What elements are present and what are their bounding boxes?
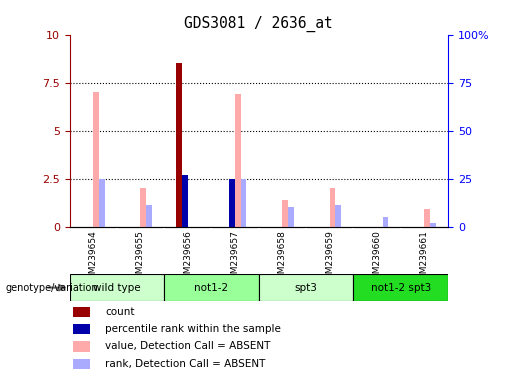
Bar [73, 307, 90, 317]
Text: value, Detection Call = ABSENT: value, Detection Call = ABSENT [106, 341, 271, 351]
Bar [230, 179, 235, 227]
Bar [182, 175, 188, 227]
Bar [99, 179, 105, 227]
Text: GSM239656: GSM239656 [183, 230, 192, 285]
Text: not1-2: not1-2 [194, 283, 229, 293]
Bar [146, 205, 152, 227]
Bar [73, 341, 90, 352]
Bar [288, 207, 294, 227]
Bar [73, 324, 90, 334]
Text: GSM239660: GSM239660 [372, 230, 382, 285]
Text: GSM239661: GSM239661 [420, 230, 429, 285]
Bar [141, 188, 146, 227]
Text: GSM239658: GSM239658 [278, 230, 287, 285]
Text: not1-2 spt3: not1-2 spt3 [371, 283, 431, 293]
Bar [241, 179, 247, 227]
Text: wild type: wild type [93, 283, 141, 293]
Text: count: count [106, 306, 135, 316]
Text: GSM239655: GSM239655 [136, 230, 145, 285]
Text: GSM239657: GSM239657 [231, 230, 239, 285]
Bar [424, 209, 430, 227]
Text: genotype/variation: genotype/variation [5, 283, 98, 293]
Bar [353, 274, 448, 301]
Bar [70, 274, 164, 301]
Bar [93, 92, 99, 227]
Bar [259, 274, 353, 301]
Text: GSM239654: GSM239654 [89, 230, 98, 285]
Bar [383, 217, 388, 227]
Text: percentile rank within the sample: percentile rank within the sample [106, 324, 281, 334]
Bar [235, 94, 241, 227]
Bar [330, 188, 335, 227]
Bar [73, 359, 90, 369]
Bar [164, 274, 259, 301]
Text: spt3: spt3 [295, 283, 318, 293]
Bar [335, 205, 341, 227]
Bar [430, 223, 436, 227]
Bar [282, 200, 288, 227]
Text: rank, Detection Call = ABSENT: rank, Detection Call = ABSENT [106, 359, 266, 369]
Title: GDS3081 / 2636_at: GDS3081 / 2636_at [184, 16, 333, 32]
Text: GSM239659: GSM239659 [325, 230, 334, 285]
Bar [177, 63, 182, 227]
